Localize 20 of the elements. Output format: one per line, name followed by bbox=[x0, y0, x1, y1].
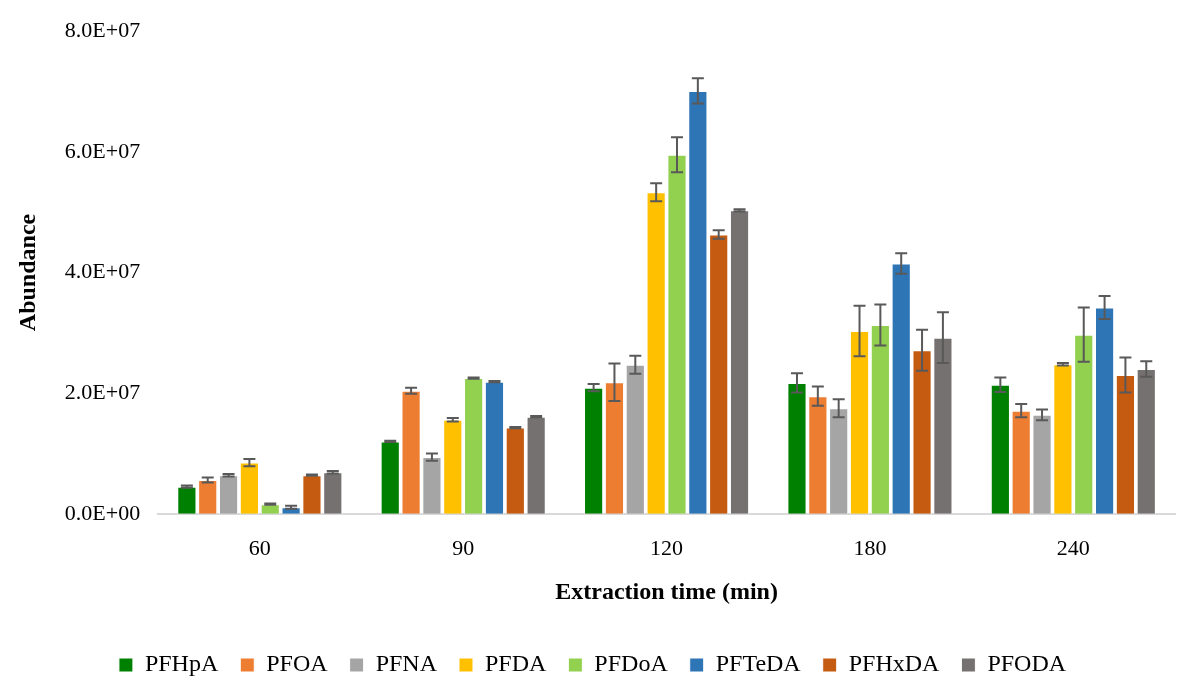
y-tick-label: 4.0E+07 bbox=[64, 258, 141, 284]
legend-label: PFHxDA bbox=[848, 650, 941, 677]
y-tick-label: 6.0E+07 bbox=[64, 137, 141, 163]
y-tick-label: 8.0E+07 bbox=[64, 16, 141, 42]
x-tick-label: 180 bbox=[853, 534, 887, 560]
y-tick-label: 2.0E+07 bbox=[64, 378, 141, 404]
y-axis-title: Abundance bbox=[13, 213, 40, 332]
x-tick-label: 90 bbox=[452, 534, 475, 560]
legend-label: PFHpA bbox=[144, 650, 219, 677]
legend-label: PFTeDA bbox=[715, 650, 802, 677]
y-tick-label: 0.0E+00 bbox=[64, 499, 141, 525]
legend-label: PFODA bbox=[987, 650, 1067, 677]
x-axis-title: Extraction time (min) bbox=[555, 577, 778, 604]
x-tick-label: 120 bbox=[650, 534, 684, 560]
legend-label: PFDA bbox=[484, 650, 548, 677]
legend-label: PFOA bbox=[266, 650, 329, 677]
x-tick-label: 240 bbox=[1056, 534, 1090, 560]
x-tick-label: 60 bbox=[248, 534, 271, 560]
legend-label: PFNA bbox=[375, 650, 438, 677]
legend-label: PFDoA bbox=[594, 650, 669, 677]
